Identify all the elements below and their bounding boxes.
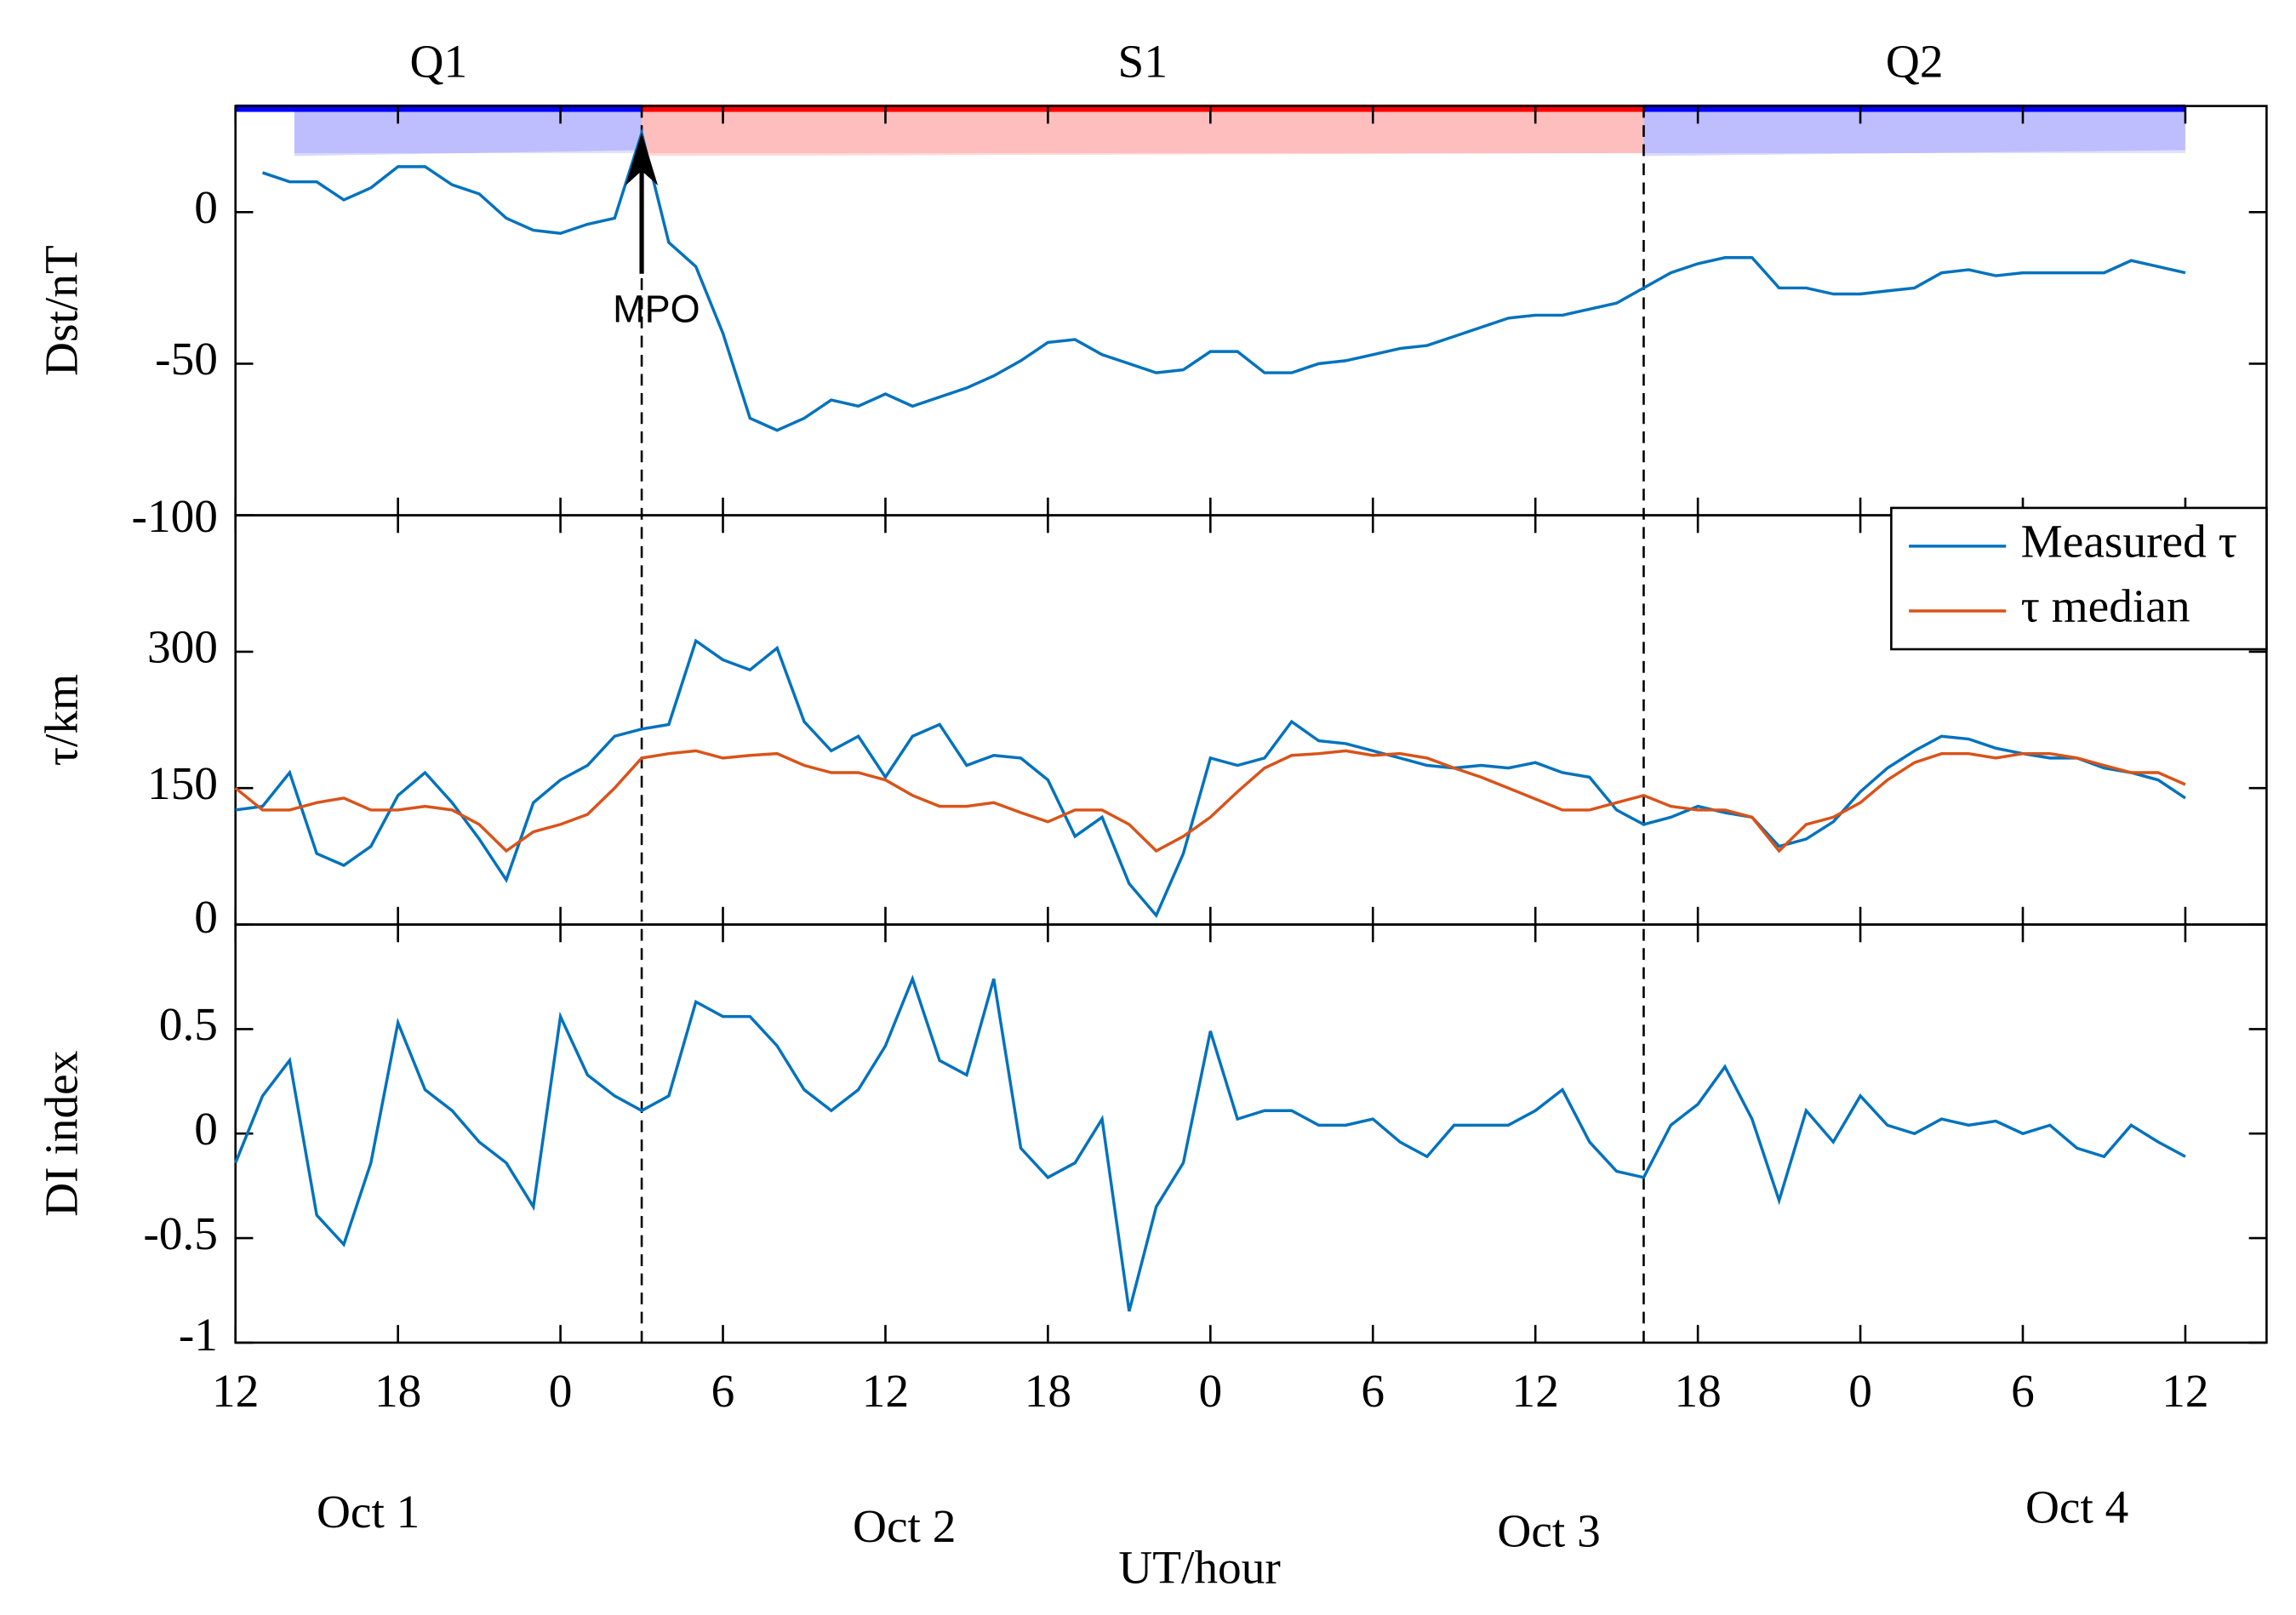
phase-wedge-shade — [642, 111, 1644, 157]
x-tick-label: 12 — [2162, 1365, 2208, 1417]
x-tick-label: 18 — [1674, 1365, 1721, 1417]
phase-bar — [1643, 104, 2185, 112]
y-axis-label: DI index — [36, 1051, 88, 1217]
data-line — [235, 638, 2186, 919]
phase-label: S1 — [1118, 36, 1168, 88]
phase-wedge — [1643, 111, 2185, 153]
y-tick-label: -50 — [155, 333, 218, 385]
y-tick-label: -100 — [132, 490, 218, 542]
y-tick-label: 300 — [147, 621, 218, 673]
day-label: Oct 2 — [853, 1500, 956, 1552]
x-tick-label: 18 — [374, 1365, 421, 1417]
axes-frame — [234, 923, 2268, 1344]
y-tick-label: -0.5 — [143, 1207, 218, 1259]
data-line — [261, 128, 2186, 432]
x-tick-label: 18 — [1025, 1365, 1071, 1417]
legend-label: τ median — [2021, 580, 2190, 632]
y-axis-label: Dst/nT — [36, 245, 88, 376]
y-tick-label: 0 — [194, 891, 218, 943]
legend-label: Measured τ — [2021, 516, 2237, 568]
phase-label: Q1 — [410, 36, 468, 88]
y-axis-label: τ/km — [36, 674, 88, 766]
data-line — [234, 749, 2186, 853]
phase-wedge — [642, 111, 1644, 153]
x-tick-label: 6 — [1361, 1365, 1385, 1417]
x-tick-label: 12 — [1512, 1365, 1559, 1417]
day-label: Oct 4 — [2025, 1481, 2128, 1533]
x-tick-label: 6 — [2011, 1365, 2035, 1417]
axes-frame — [234, 105, 2268, 516]
day-label: Oct 3 — [1497, 1504, 1600, 1556]
phase-wedge — [294, 111, 643, 153]
x-tick-label: 12 — [212, 1365, 259, 1417]
annotation-arrowhead — [625, 132, 659, 186]
x-tick-label: 0 — [1848, 1365, 1872, 1417]
y-tick-label: 150 — [147, 757, 218, 809]
legend-box — [1890, 506, 2268, 651]
x-tick-label: 0 — [1198, 1365, 1222, 1417]
x-tick-label: 0 — [549, 1365, 573, 1417]
y-tick-label: 0.5 — [159, 998, 218, 1050]
x-tick-label: 6 — [711, 1365, 735, 1417]
x-tick-label: 12 — [862, 1365, 909, 1417]
phase-bar — [642, 104, 1644, 112]
phase-bar — [235, 104, 643, 112]
x-axis-label: UT/hour — [1118, 1542, 1281, 1594]
phase-label: Q2 — [1886, 36, 1944, 88]
data-line — [234, 974, 2186, 1312]
y-tick-label: -1 — [179, 1309, 218, 1361]
phase-wedge-shade — [1643, 111, 2185, 157]
day-label: Oct 1 — [317, 1486, 420, 1538]
y-tick-label: 0 — [194, 181, 218, 233]
y-tick-label: 0 — [194, 1103, 218, 1155]
phase-wedge-shade — [294, 111, 643, 157]
annotation-label: MPO — [613, 288, 700, 331]
